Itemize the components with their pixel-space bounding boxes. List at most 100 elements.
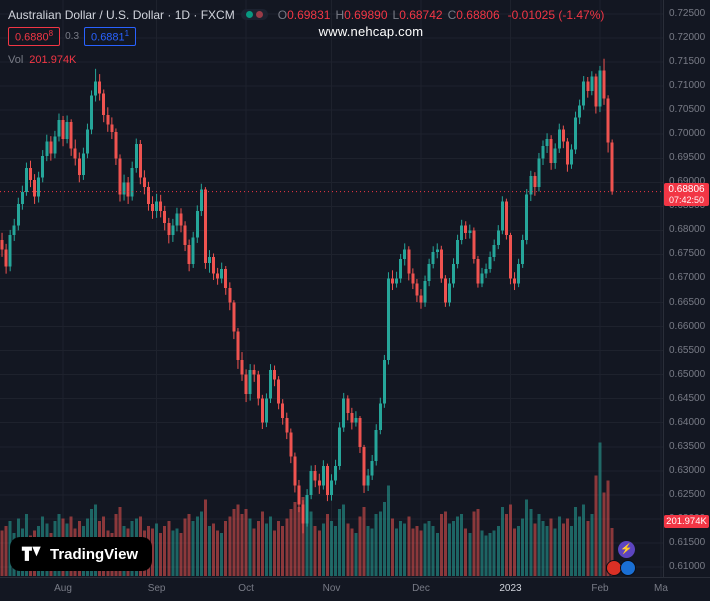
close-label: C [447,7,457,22]
candle [358,417,362,447]
candle [183,225,187,245]
flag-blue-icon [620,560,636,576]
time-axis[interactable]: Aug Sep Oct Nov Dec 2023 Feb Ma [0,577,710,601]
grid-lines [0,0,663,577]
candle [317,480,321,486]
market-status-indicator[interactable] [240,9,268,20]
price-axis-label: 0.72500 [669,8,706,19]
candle [224,268,228,289]
candle [447,283,451,303]
candle [0,240,4,250]
candle [293,456,297,486]
candle [370,461,374,476]
candle [65,122,69,140]
candle [590,76,594,91]
change-value: -0.01025 (-1.47%) [507,7,605,22]
candle [513,278,517,284]
candle [342,398,346,428]
candle [264,398,268,423]
candle [110,124,114,132]
candlestick-chart-canvas[interactable] [0,0,663,577]
legend-title-row: Australian Dollar / U.S. Dollar · 1D · F… [8,5,604,24]
status-dot-green-icon [245,11,253,18]
chart-legend: Australian Dollar / U.S. Dollar · 1D · F… [8,5,604,69]
low-value: 0.68742 [399,7,443,22]
candle [8,235,12,267]
price-axis-label: 0.68000 [669,224,706,236]
candle [464,225,468,233]
price-axis-label: 0.66500 [669,296,706,308]
candle [472,230,476,260]
close-value: 0.68806 [456,7,500,22]
price-axis-label: 0.67000 [669,272,706,284]
candle [549,139,553,164]
price-axis-label: 0.63000 [669,464,706,476]
candle [228,288,232,303]
high-label: H [335,7,345,22]
candle [382,360,386,404]
candle [508,235,512,279]
candle [81,153,85,176]
price-axis-label: 0.66000 [669,320,706,332]
candle [321,466,325,486]
candle [203,189,207,264]
candle [435,249,439,253]
candle [378,403,382,430]
candle [399,259,403,279]
volume-axis-badge: 201.974K [664,514,709,528]
candle [301,504,305,524]
candle [155,201,159,212]
candle [395,278,399,284]
candle [289,432,293,457]
price-axis-label: 0.71500 [669,56,706,68]
candle [199,189,203,212]
candle [553,148,557,164]
candle [492,244,496,257]
candle [411,273,415,284]
candle [273,369,277,380]
candle [517,264,521,284]
candle [610,142,614,192]
candles [0,58,614,534]
candle [49,141,53,154]
buy-ask-button[interactable]: 0.68811 [84,27,137,46]
volume-label: Vol [8,53,24,66]
economic-calendar-flags[interactable] [606,560,642,576]
candle [260,398,264,423]
tradingview-logo[interactable]: TradingView [10,537,153,571]
candle [423,280,427,303]
candle [391,278,395,284]
candle [216,273,220,279]
candle [187,244,191,265]
candle [545,139,549,147]
candle [602,70,606,99]
lightning-icon[interactable]: ⚡ [618,541,635,558]
candle [541,146,545,159]
candle [73,148,77,159]
open-value: 0.69831 [287,7,331,22]
sell-bid-button[interactable]: 0.68808 [8,27,61,46]
price-axis-label: 0.68500 [669,200,706,212]
time-axis-label: Oct [238,583,254,594]
candle [138,143,142,178]
price-axis-label: 0.64500 [669,392,706,404]
candle [126,182,130,197]
candle [191,237,195,265]
price-axis-label: 0.62500 [669,488,706,500]
bid-ask-row: 0.68808 0.3 0.68811 [8,27,604,46]
candle [151,203,155,212]
time-axis-label: 2023 [499,583,522,594]
candle [252,369,256,375]
price-chart[interactable] [0,0,663,577]
candle [146,187,150,204]
symbol-title[interactable]: Australian Dollar / U.S. Dollar · 1D · F… [8,7,235,22]
candle [537,158,541,188]
price-axis[interactable]: 0.72500 0.72000 0.71500 0.71000 0.70500 0.700… [663,0,710,577]
candle [45,141,49,156]
candle [57,119,61,137]
candle [207,256,211,264]
candle [578,105,582,118]
candle [309,470,313,495]
price-axis-label: 0.63500 [669,440,706,452]
candle [480,273,484,284]
